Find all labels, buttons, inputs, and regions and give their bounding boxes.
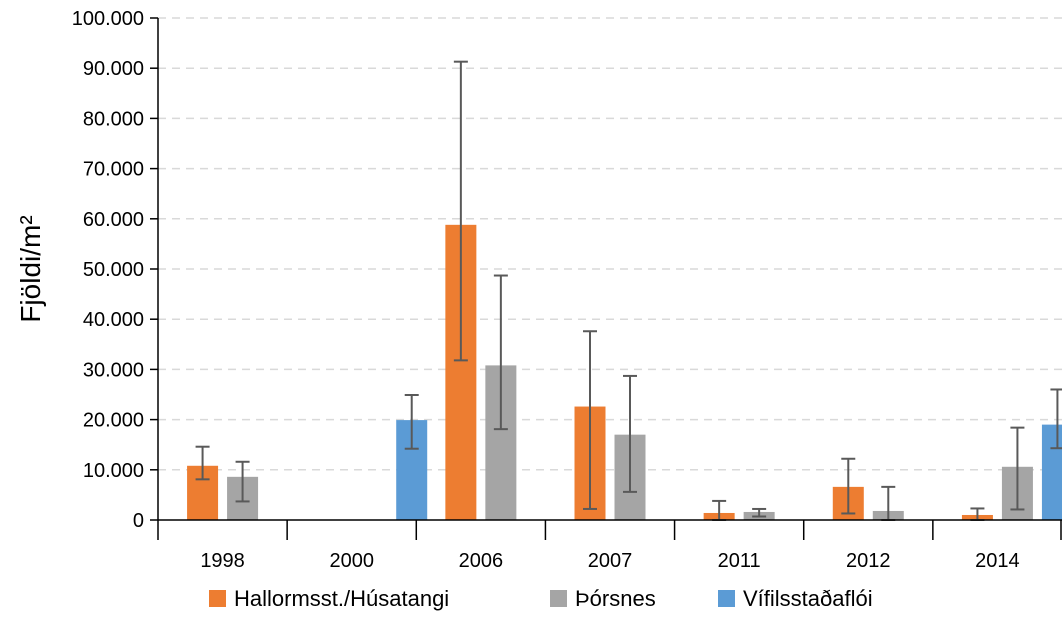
- x-tick-label: 2000: [329, 550, 374, 572]
- y-axis-label: Fjöldi/m²: [15, 215, 46, 322]
- legend-label: Hallormsst./Húsatangi: [234, 586, 449, 611]
- x-tick-label: 2012: [846, 550, 891, 572]
- bar: [1041, 424, 1062, 520]
- x-tick-label: 2007: [588, 550, 633, 572]
- x-tick-label: 2014: [975, 550, 1020, 572]
- y-tick-label: 100.000: [72, 8, 144, 30]
- x-tick-label: 2006: [459, 550, 504, 572]
- y-tick-label: 50.000: [83, 259, 144, 281]
- y-tick-label: 10.000: [83, 460, 144, 482]
- y-tick-label: 60.000: [83, 209, 144, 231]
- x-tick-label: 2011: [718, 550, 761, 572]
- legend-swatch: [718, 590, 735, 607]
- legend-label: Þórsnes: [575, 586, 656, 611]
- legend-label: Vífilsstaðaflói: [743, 586, 873, 611]
- x-tick-label: 1998: [200, 550, 245, 572]
- y-tick-label: 30.000: [83, 359, 144, 381]
- y-tick-label: 0: [133, 510, 144, 532]
- legend-swatch: [550, 590, 567, 607]
- y-tick-label: 40.000: [83, 309, 144, 331]
- y-tick-label: 80.000: [83, 108, 144, 130]
- y-tick-label: 70.000: [83, 159, 144, 181]
- y-tick-label: 20.000: [83, 410, 144, 432]
- legend-swatch: [209, 590, 226, 607]
- y-tick-label: 90.000: [83, 58, 144, 80]
